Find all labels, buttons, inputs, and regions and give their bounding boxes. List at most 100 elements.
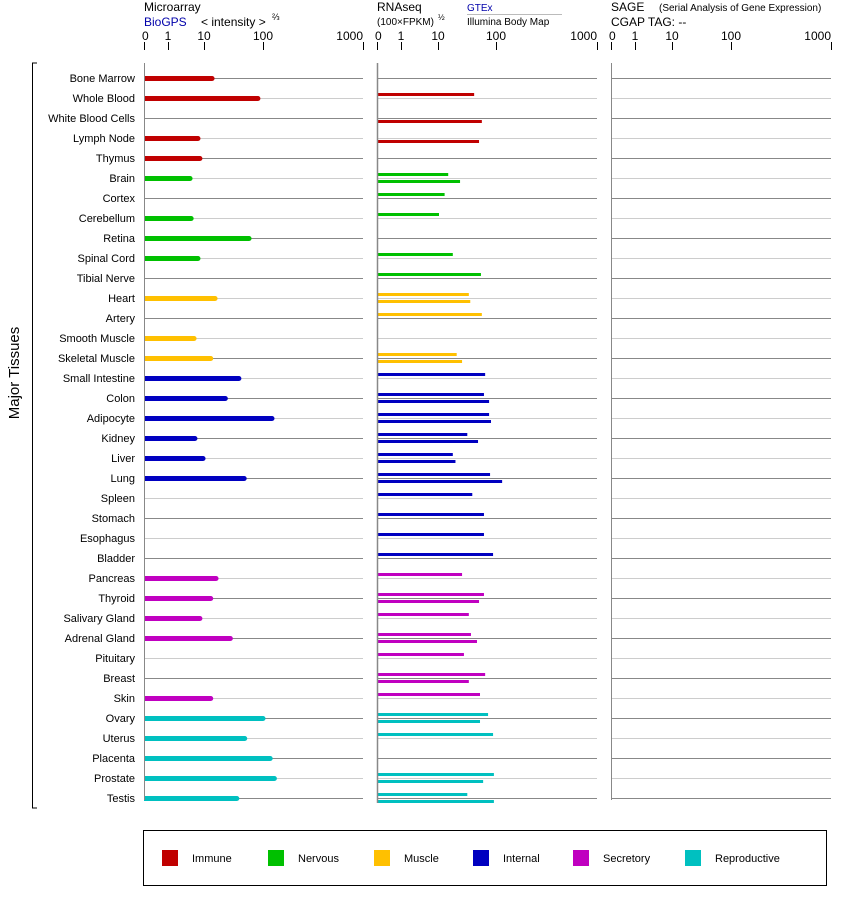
tissue-label: Thyroid xyxy=(98,593,135,605)
sage-tick-label: 1000 xyxy=(804,29,831,43)
tissue-label: Cortex xyxy=(103,193,136,205)
microarray-bar-end xyxy=(260,716,266,721)
legend-label-muscle: Muscle xyxy=(404,853,439,865)
illumina-bar xyxy=(377,480,503,483)
tissue-label: Breast xyxy=(103,673,135,685)
gtex-bar xyxy=(377,593,484,596)
rnaseq-tick-label: 1000 xyxy=(570,29,597,43)
tissue-label: Stomach xyxy=(92,513,135,525)
gtex-bar xyxy=(377,413,490,416)
microarray-bar-end xyxy=(197,616,203,621)
tissue-label: Prostate xyxy=(94,773,135,785)
illumina-bar xyxy=(377,640,477,643)
legend-label-immune: Immune xyxy=(192,853,232,865)
gtex-bar xyxy=(377,273,481,276)
microarray-bar xyxy=(144,76,213,81)
sage-subtitle: (Serial Analysis of Gene Expression) xyxy=(659,3,821,14)
microarray-bar-end xyxy=(222,396,228,401)
microarray-bar xyxy=(144,156,200,161)
microarray-bar-end xyxy=(212,296,218,301)
gtex-bar xyxy=(377,453,453,456)
microarray-bar-end xyxy=(209,76,215,81)
microarray-bar xyxy=(144,216,192,221)
tissue-label: Spleen xyxy=(101,493,135,505)
illumina-bar xyxy=(377,180,461,183)
tissue-label: Esophagus xyxy=(80,533,136,545)
gtex-bar xyxy=(377,253,453,256)
legend-label-internal: Internal xyxy=(503,853,540,865)
microarray-bar-end xyxy=(246,236,252,241)
microarray-bar-end xyxy=(241,476,247,481)
sage-tick-label: 10 xyxy=(665,29,679,43)
tissue-label: Liver xyxy=(111,453,135,465)
tissue-label: Salivary Gland xyxy=(63,613,135,625)
major-tissues-bracket xyxy=(32,62,37,809)
tissue-label: Lymph Node xyxy=(73,133,135,145)
tissue-label: Small Intestine xyxy=(63,373,135,385)
tissue-label: Bone Marrow xyxy=(70,73,135,85)
microarray-bar xyxy=(144,296,216,301)
tissue-label: Retina xyxy=(103,233,136,245)
microarray-bar xyxy=(144,176,191,181)
illumina-bar xyxy=(377,360,463,363)
microarray-tick-label: 0 xyxy=(142,29,149,43)
legend-swatch-muscle xyxy=(374,850,390,866)
tissue-label: Placenta xyxy=(92,753,136,765)
microarray-bar-end xyxy=(197,156,203,161)
microarray-bar-end xyxy=(267,756,273,761)
gtex-bar xyxy=(377,773,494,776)
microarray-bar xyxy=(144,236,250,241)
legend-swatch-secretory xyxy=(573,850,589,866)
microarray-bar xyxy=(144,596,211,601)
microarray-title: Microarray xyxy=(144,0,201,14)
gtex-bar xyxy=(377,193,445,196)
gtex-source-link: GTEx xyxy=(467,3,493,14)
illumina-bar xyxy=(377,440,479,443)
gtex-bar xyxy=(377,433,468,436)
microarray-bar-end xyxy=(234,796,240,801)
tissue-label: Skeletal Muscle xyxy=(58,353,135,365)
tissue-label: Smooth Muscle xyxy=(59,333,135,345)
microarray-bar-end xyxy=(208,596,214,601)
gtex-bar xyxy=(377,313,482,316)
tissue-label: Whole Blood xyxy=(73,93,135,105)
gtex-bar xyxy=(377,473,491,476)
gtex-bar xyxy=(377,713,489,716)
microarray-bar xyxy=(144,636,231,641)
microarray-bar xyxy=(144,476,245,481)
sage-tick-label: 0 xyxy=(609,29,616,43)
sage-tick-label: 1 xyxy=(632,29,639,43)
microarray-bar xyxy=(144,576,217,581)
gtex-bar xyxy=(377,633,471,636)
legend-label-secretory: Secretory xyxy=(603,853,651,865)
microarray-bar xyxy=(144,716,263,721)
illumina-source-label: Illumina Body Map xyxy=(467,17,550,28)
rnaseq-tick-label: 10 xyxy=(431,29,445,43)
gtex-bar xyxy=(377,693,481,696)
microarray-bar-end xyxy=(255,96,261,101)
legend-swatch-nervous xyxy=(268,850,284,866)
gtex-bar xyxy=(377,93,475,96)
illumina-bar xyxy=(377,600,480,603)
illumina-bar xyxy=(377,780,484,783)
illumina-bar xyxy=(377,140,480,143)
microarray-bar xyxy=(144,136,198,141)
gtex-bar xyxy=(377,213,439,216)
microarray-tick-label: 1 xyxy=(165,29,172,43)
gtex-bar xyxy=(377,533,484,536)
gtex-bar xyxy=(377,353,457,356)
tissue-label: Thymus xyxy=(96,153,136,165)
tissue-label: Cerebellum xyxy=(79,213,135,225)
illumina-bar xyxy=(377,720,481,723)
microarray-bar-end xyxy=(195,136,201,141)
microarray-bar xyxy=(144,416,272,421)
gtex-bar xyxy=(377,733,494,736)
microarray-bar-end xyxy=(187,176,193,181)
gtex-bar xyxy=(377,613,469,616)
microarray-bar xyxy=(144,776,275,781)
microarray-bar-end xyxy=(269,416,275,421)
y-axis-label: Major Tissues xyxy=(6,327,23,420)
illumina-bar xyxy=(377,300,471,303)
microarray-bar-end xyxy=(242,736,248,741)
